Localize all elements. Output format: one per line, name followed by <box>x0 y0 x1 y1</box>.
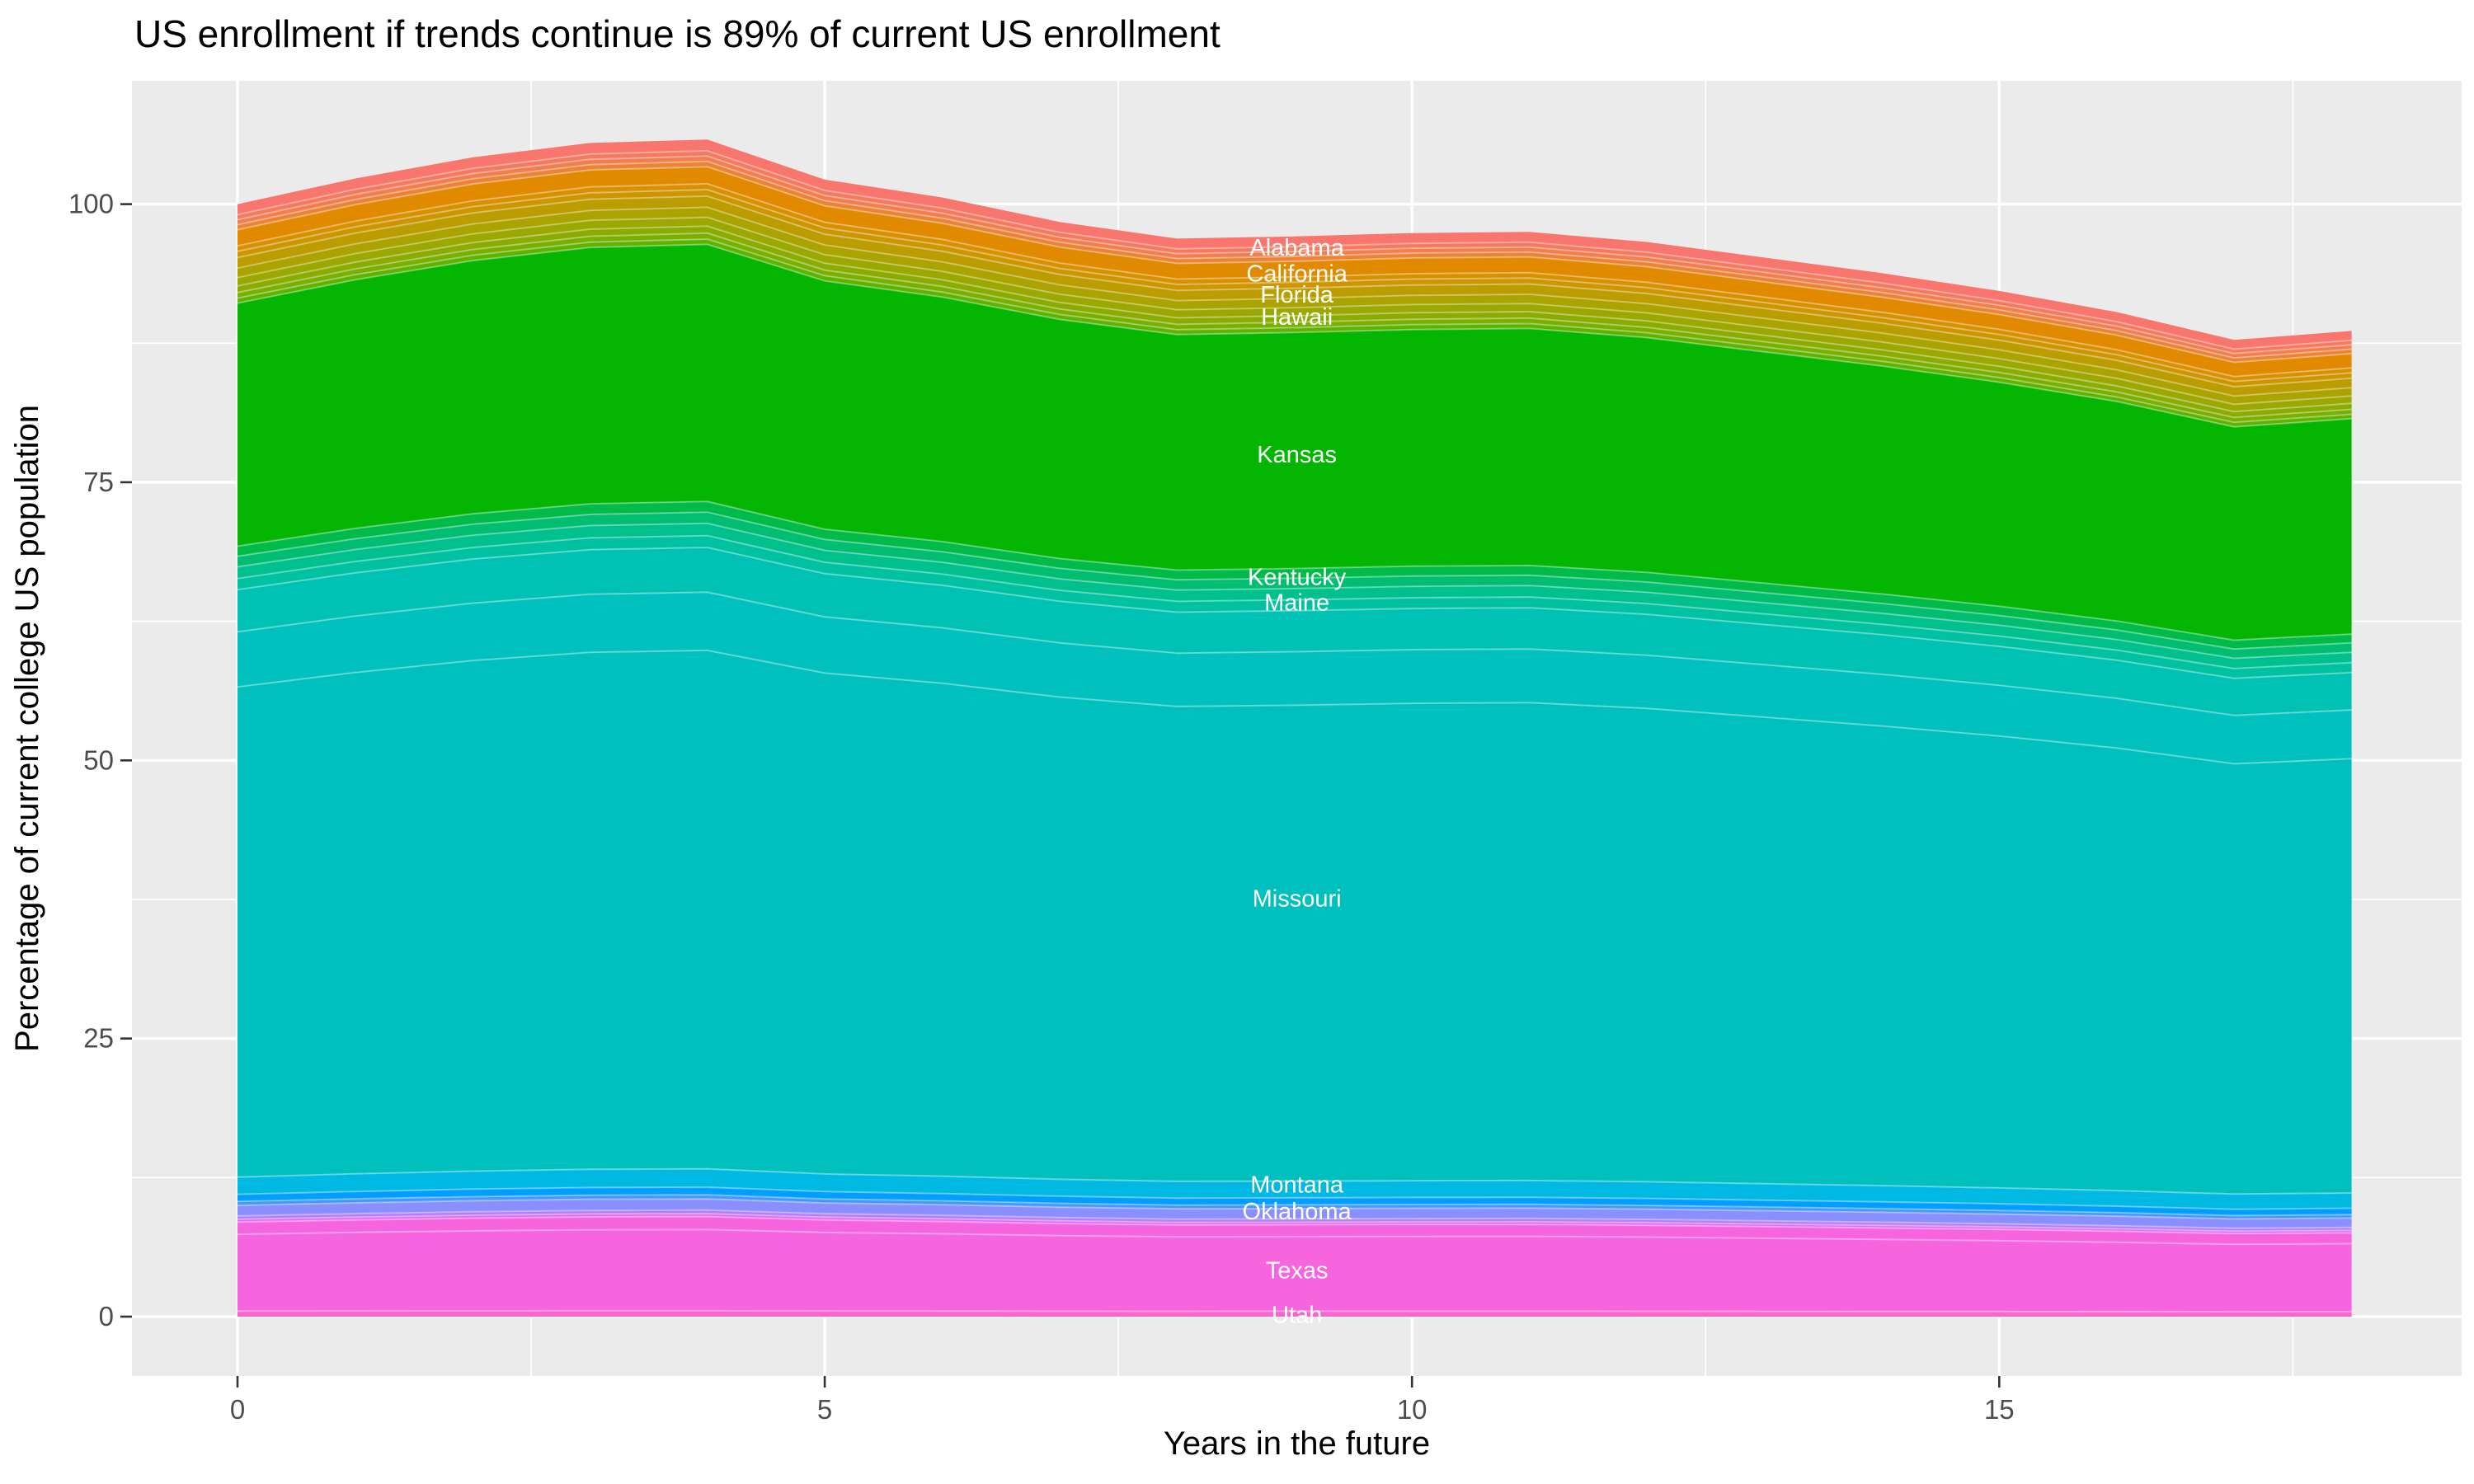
band-utah <box>238 1310 2352 1317</box>
band-separator <box>237 225 2352 413</box>
x-tick-label: 15 <box>1984 1394 2015 1425</box>
band-stripe-23 <box>238 1195 2352 1219</box>
band-stripe-10 <box>238 226 2352 418</box>
state-label-missouri: Missouri <box>1253 886 1342 913</box>
band-separator <box>237 243 2352 428</box>
band-separator <box>237 237 2352 424</box>
state-label-hawaii: Hawaii <box>1261 304 1333 331</box>
band-hawaii <box>238 217 2352 412</box>
band-separator <box>237 1209 2352 1229</box>
band-separator <box>237 534 2352 669</box>
band-stripe-28 <box>238 1229 2352 1313</box>
band-stripe-18 <box>238 547 2352 716</box>
band-stripe-25 <box>238 1209 2352 1232</box>
x-tick-label: 10 <box>1397 1394 1427 1425</box>
band-montana <box>238 1168 2352 1209</box>
band-stripe-8 <box>238 207 2352 405</box>
band-separator <box>237 500 2352 641</box>
band-separator <box>237 1194 2352 1217</box>
y-tick-label: 25 <box>83 1023 114 1054</box>
band-separator <box>237 206 2352 397</box>
band-separator <box>237 232 2352 419</box>
band-separator <box>237 649 2352 765</box>
band-stripe-16 <box>238 523 2352 669</box>
state-label-california: California <box>1246 261 1348 287</box>
x-tick-label: 0 <box>230 1394 245 1425</box>
band-separator <box>237 149 2352 350</box>
band-separator <box>237 1167 2352 1195</box>
band-texas <box>238 1216 2352 1245</box>
band-separator <box>237 166 2352 364</box>
chart-title: US enrollment if trends continue is 89% … <box>134 12 1221 55</box>
y-tick-label: 75 <box>83 467 114 497</box>
state-label-kansas: Kansas <box>1257 442 1337 468</box>
state-label-oklahoma: Oklahoma <box>1243 1199 1352 1225</box>
state-label-texas: Texas <box>1266 1257 1329 1284</box>
band-separator <box>237 1228 2352 1246</box>
y-tick-label: 0 <box>99 1301 114 1331</box>
band-california <box>238 167 2352 377</box>
band-maine <box>238 535 2352 679</box>
band-separator <box>237 160 2352 359</box>
state-label-alabama: Alabama <box>1249 235 1344 261</box>
band-separator <box>237 195 2352 388</box>
band-stripe-19 <box>238 592 2352 764</box>
x-tick-label: 5 <box>817 1394 832 1425</box>
y-tick-label: 100 <box>68 189 114 219</box>
band-separator <box>237 182 2352 378</box>
band-stripe-6 <box>238 190 2352 387</box>
state-label-montana: Montana <box>1250 1172 1344 1198</box>
band-separator <box>237 216 2352 406</box>
band-kansas <box>238 244 2352 641</box>
state-label-maine: Maine <box>1264 590 1329 617</box>
state-label-florida: Florida <box>1260 282 1334 308</box>
band-separator <box>237 1198 2352 1220</box>
y-axis-title: Percentage of current college US populat… <box>9 405 45 1052</box>
band-separator <box>237 522 2352 660</box>
x-axis-title: Years in the future <box>1164 1425 1430 1462</box>
band-stripe-26 <box>238 1214 2352 1234</box>
band-separator <box>237 188 2352 383</box>
band-separator <box>237 1186 2352 1210</box>
band-separator <box>237 1309 2352 1313</box>
state-label-kentucky: Kentucky <box>1248 565 1347 591</box>
band-stripe-22 <box>238 1187 2352 1216</box>
band-separator <box>237 155 2352 355</box>
band-missouri <box>238 650 2352 1195</box>
y-tick-label: 50 <box>83 744 114 775</box>
band-oklahoma <box>238 1199 2352 1228</box>
band-separator <box>237 511 2352 650</box>
band-stripe-14 <box>238 501 2352 650</box>
band-kentucky <box>238 512 2352 659</box>
band-separator <box>237 1215 2352 1235</box>
state-label-utah: Utah <box>1272 1302 1322 1328</box>
band-separator <box>237 1213 2352 1233</box>
band-separator <box>237 546 2352 679</box>
band-alabama <box>238 139 2352 350</box>
band-separator <box>237 591 2352 716</box>
band-florida <box>238 195 2352 397</box>
